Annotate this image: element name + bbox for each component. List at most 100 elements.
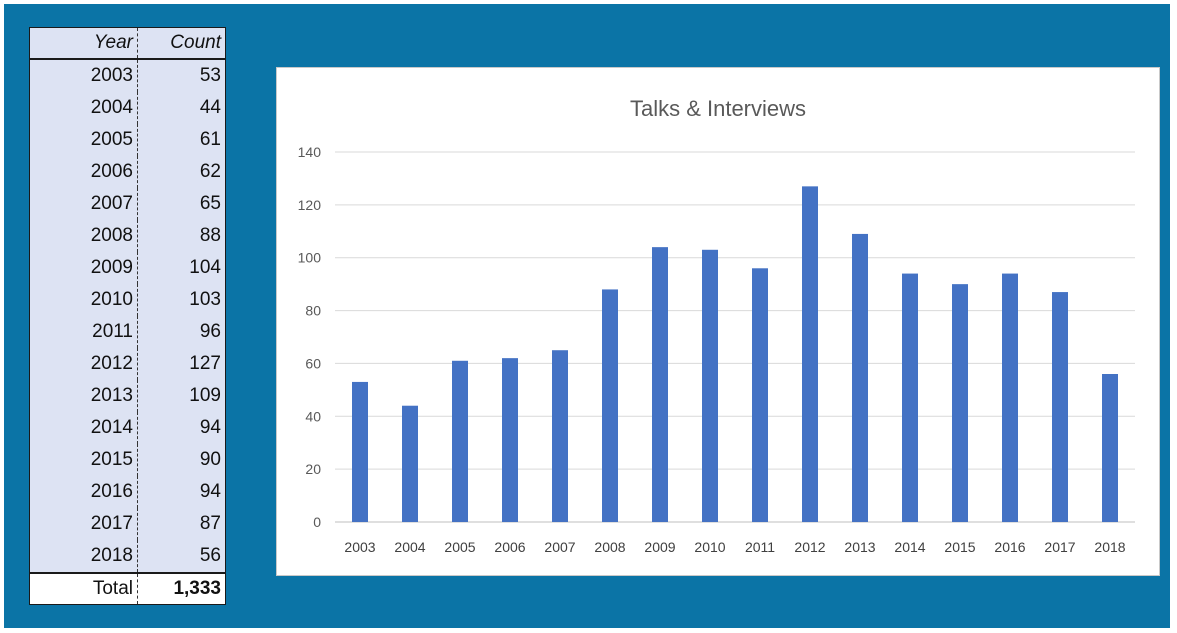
row-count: 62	[199, 161, 221, 182]
bar	[1102, 374, 1118, 522]
y-tick-label: 80	[305, 303, 321, 319]
row-year: 2010	[29, 284, 138, 316]
x-tick-label: 2009	[644, 539, 675, 555]
row-year: 2018	[29, 540, 138, 573]
bar	[652, 247, 668, 522]
bar	[702, 249, 718, 523]
row-year: 2003	[29, 59, 138, 92]
row-count: 96	[199, 321, 221, 342]
x-tick-label: 2016	[994, 539, 1025, 555]
bar	[852, 233, 868, 522]
table-row: 2008 88	[29, 220, 226, 252]
row-count: 127	[189, 353, 221, 374]
table-row: 2004 44	[29, 92, 226, 124]
row-count: 90	[199, 449, 221, 470]
row-count: 87	[199, 513, 221, 534]
y-tick-label: 60	[305, 355, 321, 371]
x-tick-label: 2004	[394, 539, 425, 555]
bars	[352, 186, 1118, 523]
y-axis-ticks: 0 20 40 60 80 100 120 140	[298, 144, 322, 530]
x-tick-label: 2007	[544, 539, 575, 555]
bar	[902, 273, 918, 522]
x-tick-label: 2014	[894, 539, 925, 555]
table-row: 2013 109	[29, 380, 226, 412]
row-year: 2004	[29, 92, 138, 124]
row-year: 2015	[29, 444, 138, 476]
row-year: 2013	[29, 380, 138, 412]
x-tick-label: 2008	[594, 539, 625, 555]
x-tick-label: 2006	[494, 539, 525, 555]
bar	[552, 350, 568, 522]
x-tick-label: 2010	[694, 539, 725, 555]
table-row: 2018 56	[29, 540, 226, 573]
row-count: 109	[189, 385, 221, 406]
x-tick-label: 2003	[344, 539, 375, 555]
table-row: 2003 53	[29, 59, 226, 92]
x-tick-label: 2017	[1044, 539, 1075, 555]
y-tick-label: 20	[305, 461, 321, 477]
row-count: 44	[199, 97, 221, 118]
row-count: 53	[199, 65, 221, 86]
x-tick-label: 2015	[944, 539, 975, 555]
bar	[1052, 292, 1068, 522]
bar-chart: Talks & Interviews 0 20 40 60 80 100 120 140 20…	[298, 96, 1135, 555]
x-tick-label: 2013	[844, 539, 875, 555]
row-year: 2016	[29, 476, 138, 508]
header-year: Year	[29, 27, 138, 60]
table-row: 2009 104	[29, 252, 226, 284]
y-tick-label: 100	[298, 250, 322, 266]
total-value: 1,333	[137, 572, 226, 605]
bar	[1002, 273, 1018, 522]
row-year: 2011	[29, 316, 138, 348]
row-count: 103	[189, 289, 221, 310]
table-row: 2010 103	[29, 284, 226, 316]
table-row: 2016 94	[29, 476, 226, 508]
row-count: 65	[199, 193, 221, 214]
y-tick-label: 0	[313, 514, 321, 530]
row-count: 94	[199, 417, 221, 438]
data-table: Year Count 2003 53 2004 44 2005 61 2006 62 2007 6…	[29, 27, 226, 605]
table-row: 2006 62	[29, 156, 226, 188]
y-tick-label: 40	[305, 408, 321, 424]
row-count: 56	[199, 545, 221, 566]
chart-panel: Talks & Interviews 0 20 40 60 80 100 120 140 20…	[276, 67, 1160, 576]
x-tick-label: 2005	[444, 539, 475, 555]
row-year: 2008	[29, 220, 138, 252]
bar	[452, 360, 468, 522]
bar	[352, 381, 368, 522]
y-tick-label: 140	[298, 144, 322, 160]
row-year: 2014	[29, 412, 138, 444]
header-count: Count	[137, 27, 226, 60]
row-year: 2009	[29, 252, 138, 284]
total-row: Total 1,333	[29, 572, 226, 605]
row-count: 61	[199, 129, 221, 150]
bar	[752, 268, 768, 522]
table-header-row: Year Count	[29, 27, 226, 60]
row-year: 2017	[29, 508, 138, 540]
total-label: Total	[29, 572, 138, 605]
y-tick-label: 120	[298, 197, 322, 213]
table-row: 2011 96	[29, 316, 226, 348]
table-row: 2015 90	[29, 444, 226, 476]
table-row: 2014 94	[29, 412, 226, 444]
x-tick-label: 2012	[794, 539, 825, 555]
table-row: 2017 87	[29, 508, 226, 540]
row-year: 2006	[29, 156, 138, 188]
x-tick-label: 2011	[745, 539, 775, 555]
bar	[952, 284, 968, 522]
table-row: 2007 65	[29, 188, 226, 220]
row-count: 88	[199, 225, 221, 246]
row-year: 2012	[29, 348, 138, 380]
bar	[502, 358, 518, 522]
bar	[802, 186, 818, 522]
row-year: 2007	[29, 188, 138, 220]
table-row: 2005 61	[29, 124, 226, 156]
row-count: 94	[199, 481, 221, 502]
chart-title: Talks & Interviews	[630, 96, 806, 121]
bar	[402, 405, 418, 522]
bar	[602, 289, 618, 522]
x-tick-label: 2018	[1094, 539, 1125, 555]
row-count: 104	[189, 257, 221, 278]
row-year: 2005	[29, 124, 138, 156]
gridlines	[335, 151, 1135, 523]
